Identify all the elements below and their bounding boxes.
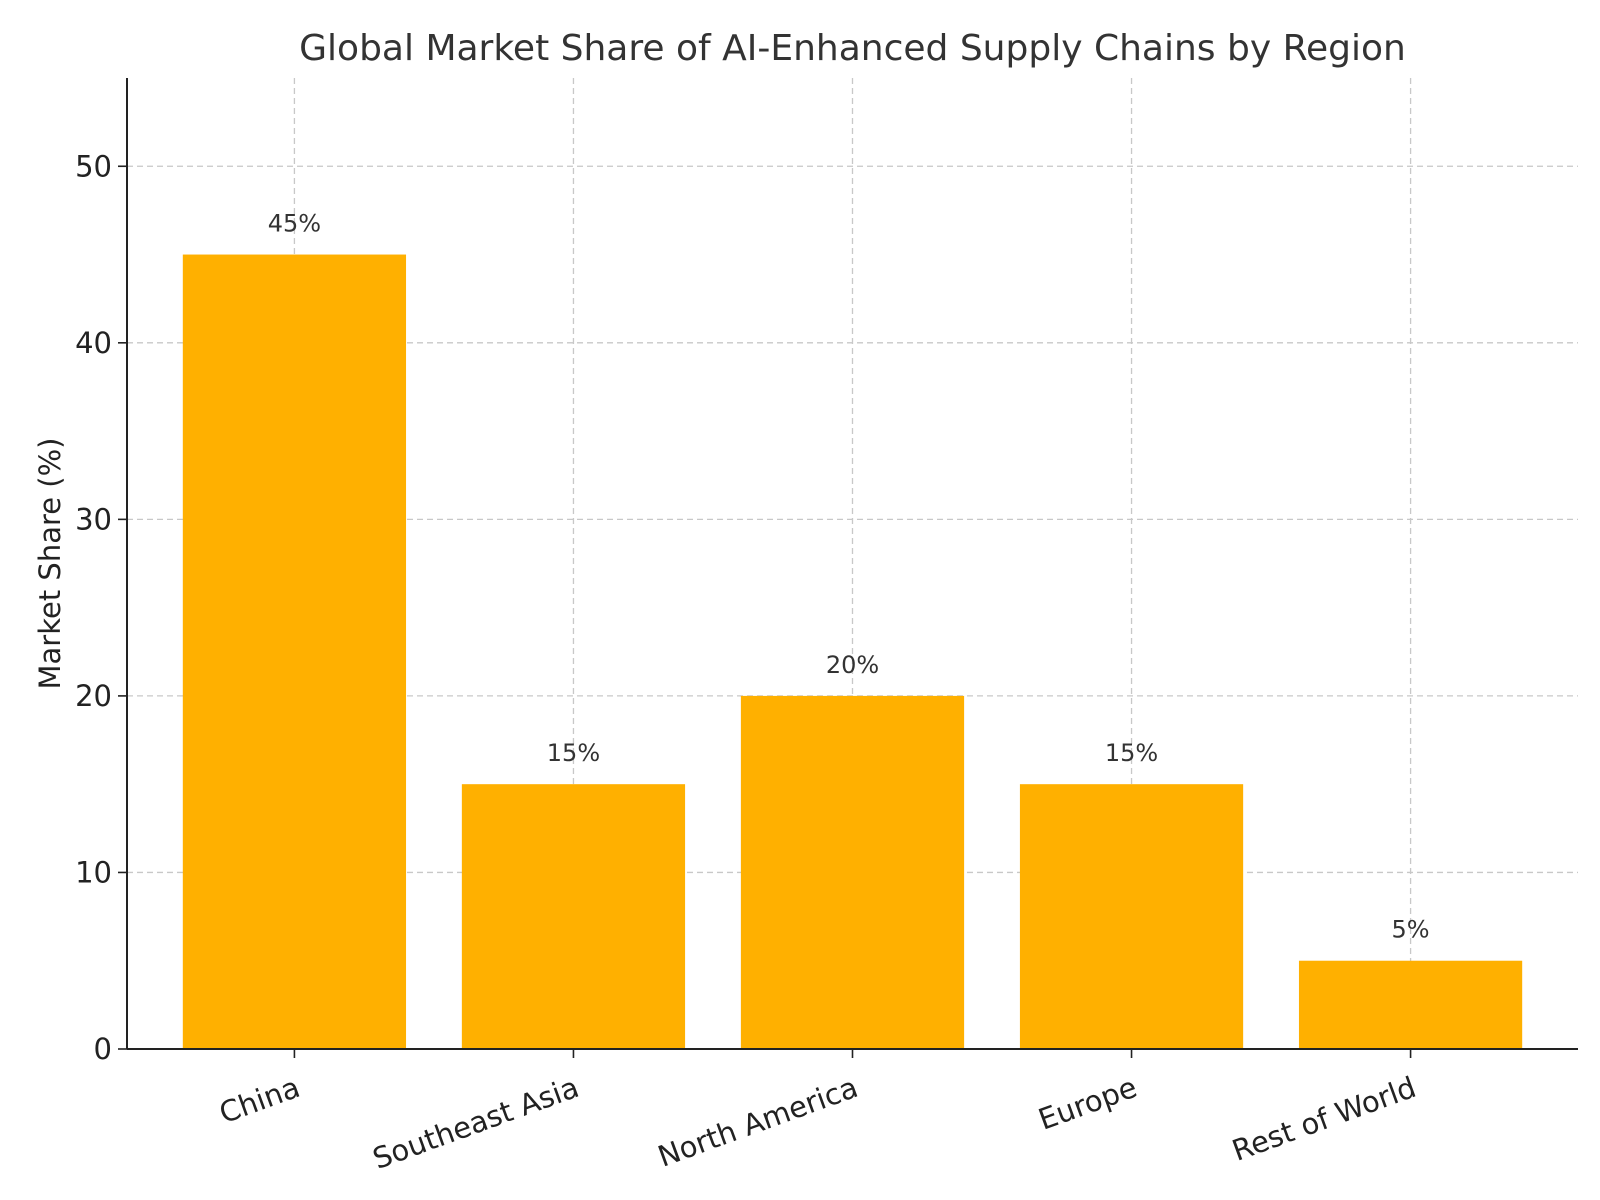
y-tick-label: 20 — [75, 679, 112, 713]
bar-north-america — [740, 695, 965, 1049]
bars-layer — [182, 254, 1523, 1049]
x-tick-label: Southeast Asia — [368, 1070, 583, 1176]
bar-value-label: 15% — [1105, 739, 1158, 767]
x-tick-label: North America — [653, 1070, 862, 1174]
bar-rest-of-world — [1298, 960, 1523, 1049]
bar-value-label: 5% — [1392, 916, 1430, 944]
x-tick-label: Europe — [1034, 1070, 1141, 1137]
y-axis-label: Market Share (%) — [33, 438, 67, 690]
chart-title: Global Market Share of AI-Enhanced Suppl… — [299, 28, 1406, 69]
y-tick-label: 30 — [75, 502, 112, 536]
bar-europe — [1019, 784, 1244, 1049]
bar-value-label: 20% — [826, 651, 879, 679]
y-tick-label: 50 — [75, 149, 112, 183]
x-tick-label: Rest of World — [1228, 1070, 1421, 1168]
y-tick-label: 10 — [75, 855, 112, 889]
bar-value-label: 15% — [547, 739, 600, 767]
bar-china — [182, 254, 407, 1049]
y-tick-label: 40 — [75, 326, 112, 360]
bar-value-labels: 45% 15% 20% 15% 5% — [268, 210, 1430, 944]
x-tick-label: China — [215, 1070, 304, 1130]
y-tick-label: 0 — [94, 1032, 112, 1066]
bar-value-label: 45% — [268, 210, 321, 238]
bar-southeast-asia — [461, 784, 686, 1049]
